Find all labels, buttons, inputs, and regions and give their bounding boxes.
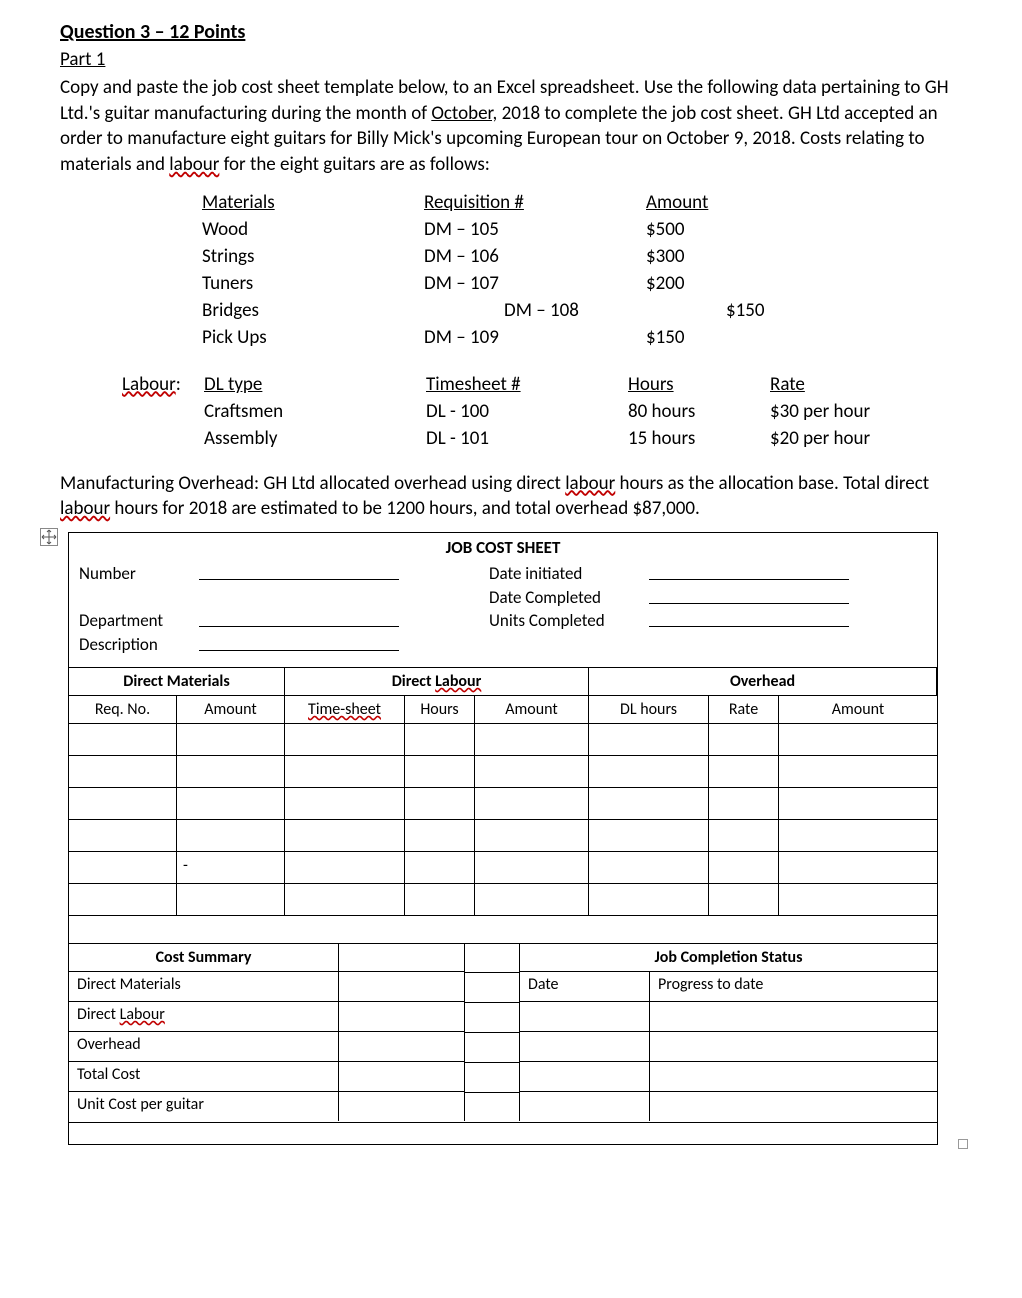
jcs-dateinit-label: Date initiated [489,562,649,586]
jcstat-date-hdr: Date [520,972,650,1001]
move-handle-icon[interactable] [40,528,58,551]
jcs-dept-label: Department [79,609,199,633]
intro-labour: labour [169,153,219,176]
question-title: Question 3 – 12 Points [60,20,962,44]
sh-reqno: Req. No. [69,696,177,723]
labour-table: Labour: DL type Timesheet # Hours Rate C… [120,370,912,453]
jcs-grid-headers: Direct Materials Direct Labour Overhead [69,667,937,695]
jcstat-prog-hdr: Progress to date [650,972,937,1001]
table-row [69,819,937,851]
rate-header: Rate [770,372,910,397]
table-row: StringsDM – 106$300 [202,244,806,269]
cs-oh-val[interactable] [339,1032,465,1061]
materials-table: Materials Requisition # Amount WoodDM – … [200,188,808,352]
jcstat-title: Job Completion Status [520,944,937,971]
jcstat-cell[interactable] [650,1062,937,1091]
table-row [69,755,937,787]
table-row: - [69,851,937,883]
cs-unit-val[interactable] [339,1092,465,1121]
jcstat-cell[interactable] [520,1032,650,1061]
jcs-dept-field[interactable] [199,609,399,627]
jcstat-cell[interactable] [520,1002,650,1031]
cs-total: Total Cost [69,1062,339,1091]
cs-title: Cost Summary [69,944,339,971]
sh-amount-1: Amount [177,696,285,723]
jcs-desc-label: Description [79,633,199,657]
cs-unit: Unit Cost per guitar [69,1092,339,1121]
jcs-datecomp-label: Date Completed [489,586,649,610]
labour-label: Labour [122,373,176,396]
jcs-info-block: Number Date initiated Date Completed Dep… [69,562,937,667]
jcstat-cell[interactable] [650,1032,937,1061]
intro-text-3: for the eight guitars are as follows: [219,153,490,176]
table-row [69,787,937,819]
job-cost-sheet: JOB COST SHEET Number Date initiated Dat… [68,532,938,1145]
jcs-units-field[interactable] [649,609,849,627]
jcs-units-label: Units Completed [489,609,649,633]
intro-october: October, [431,102,497,125]
cs-dl: Direct Labour [69,1002,339,1031]
gap-column [465,943,519,1122]
sh-rate: Rate [709,696,779,723]
cs-dl-val[interactable] [339,1002,465,1031]
moh-labour-1: labour [565,472,615,495]
moh-paragraph: Manufacturing Overhead: GH Ltd allocated… [60,471,962,522]
jcstat-cell[interactable] [520,1092,650,1121]
dash-cell: - [177,852,285,883]
cs-oh: Overhead [69,1032,339,1061]
table-row: BridgesDM – 108$150 [202,298,806,323]
table-row [69,883,937,915]
jcstat-cell[interactable] [650,1002,937,1031]
dm-header: Direct Materials [69,668,285,695]
table-row [69,723,937,755]
timesheet-header: Timesheet # [426,372,626,397]
jcstat-cell[interactable] [650,1092,937,1121]
sh-amount-2: Amount [475,696,589,723]
jcstat-cell[interactable] [520,1062,650,1091]
dltype-header: DL type [204,372,424,397]
table-row: AssemblyDL - 10115 hours$20 per hour [122,426,910,451]
part-title: Part 1 [60,48,962,71]
sh-hours: Hours [405,696,475,723]
moh-labour-2: labour [60,497,110,520]
sh-amount-3: Amount [779,696,937,723]
jcs-desc-field[interactable] [199,633,399,651]
sh-dlhours: DL hours [589,696,709,723]
oh-header: Overhead [589,668,937,695]
jcs-title: JOB COST SHEET [69,533,937,562]
cs-dm-val[interactable] [339,972,465,1001]
materials-header: Materials [202,190,422,215]
cs-total-val[interactable] [339,1062,465,1091]
jcs-number-field[interactable] [199,562,399,580]
jcs-dateinit-field[interactable] [649,562,849,580]
table-row: WoodDM – 105$500 [202,217,806,242]
table-row: CraftsmenDL - 10080 hours$30 per hour [122,399,910,424]
amount-header: Amount [646,190,806,215]
sh-timesheet: Time-sheet [285,696,405,723]
cs-dm: Direct Materials [69,972,339,1001]
job-completion-status: Job Completion Status DateProgress to da… [519,943,937,1122]
dl-header: Direct Labour [285,668,589,695]
table-row: Pick UpsDM – 109$150 [202,325,806,350]
jcs-number-label: Number [79,562,199,586]
jcs-datecomp-field[interactable] [649,586,849,604]
cost-summary: Cost Summary Direct Materials Direct Lab… [69,943,465,1122]
jcs-bottom: Cost Summary Direct Materials Direct Lab… [69,943,937,1122]
requisition-header: Requisition # [424,190,644,215]
table-row: TunersDM – 107$200 [202,271,806,296]
jcs-subheaders: Req. No. Amount Time-sheet Hours Amount … [69,695,937,723]
intro-paragraph: Copy and paste the job cost sheet templa… [60,75,962,178]
hours-header: Hours [628,372,768,397]
resize-handle-icon[interactable] [958,1139,968,1149]
